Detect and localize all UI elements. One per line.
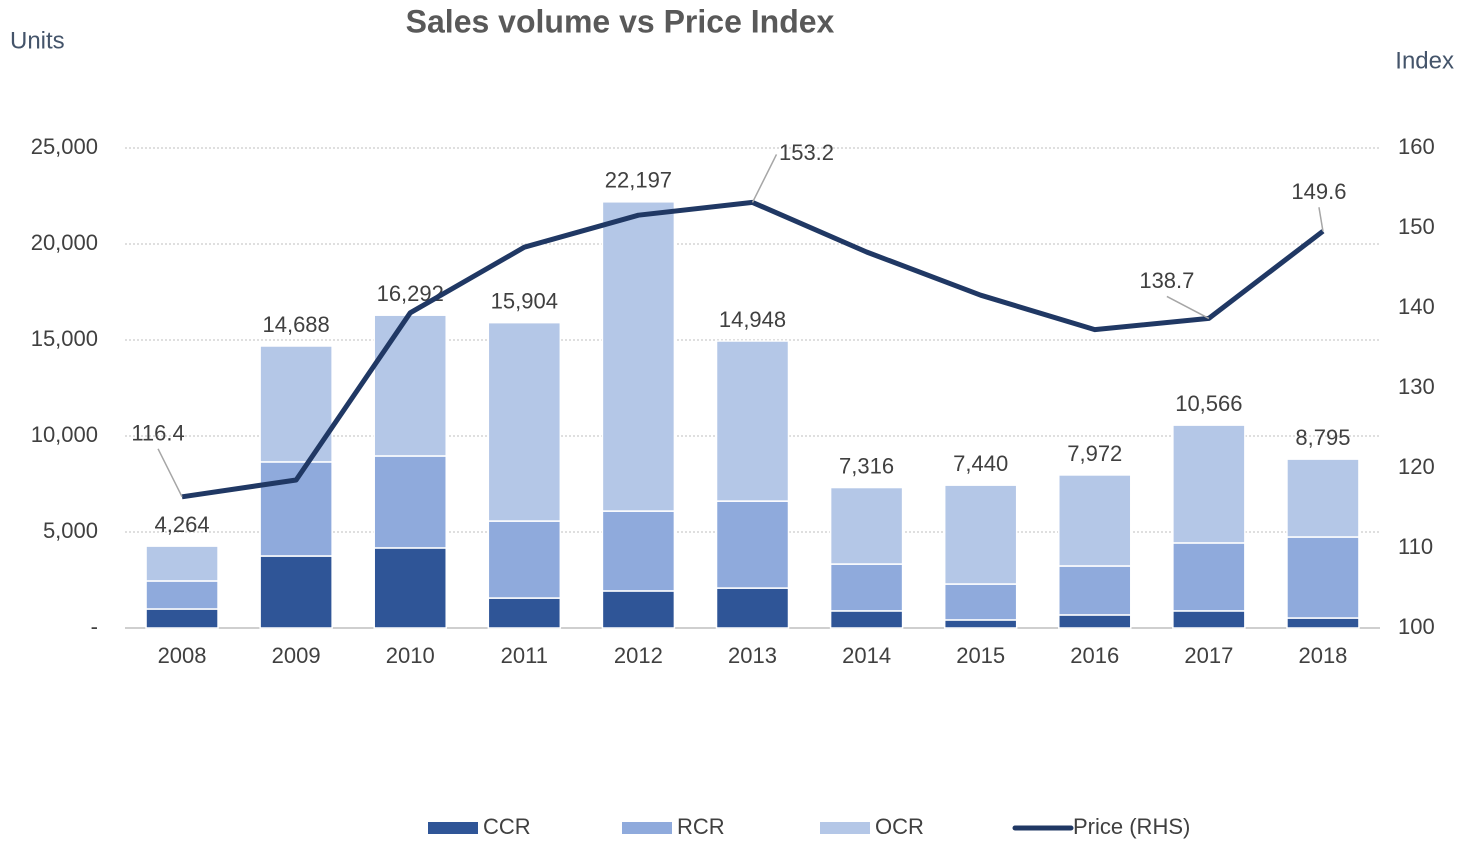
total-label: 7,316 (839, 453, 894, 478)
x-tick-label: 2014 (842, 643, 891, 668)
bar-segment (715, 500, 790, 589)
bar-segment (487, 597, 562, 629)
bar-segment (1286, 458, 1360, 538)
bar-segment (829, 486, 904, 565)
bar-segment (373, 455, 447, 549)
leader-line (1166, 295, 1210, 320)
y-tick-label: 20,000 (31, 230, 98, 255)
y2-tick-label: 100 (1398, 614, 1435, 639)
x-tick-label: 2015 (956, 643, 1005, 668)
y2-tick-label: 160 (1398, 134, 1435, 159)
y2-tick-label: 130 (1398, 374, 1435, 399)
x-tick-label: 2017 (1184, 643, 1233, 668)
legend-label: OCR (875, 814, 924, 839)
total-label: 7,440 (953, 451, 1008, 476)
bar-segment (1286, 617, 1360, 629)
legend-label: RCR (677, 814, 725, 839)
bar-segment (373, 314, 447, 457)
total-label: 15,904 (491, 288, 558, 313)
bar-segment (487, 321, 562, 522)
bar-segment (259, 555, 333, 629)
total-label: 4,264 (155, 512, 210, 537)
bar-segment (829, 610, 904, 629)
bar-segment (1058, 614, 1132, 629)
total-label: 8,795 (1295, 425, 1350, 450)
chart-title: Sales volume vs Price Index (406, 3, 835, 39)
total-label: 16,292 (377, 281, 444, 306)
total-label: 14,688 (262, 312, 329, 337)
x-tick-label: 2013 (728, 643, 777, 668)
bar-segment (1058, 474, 1132, 567)
total-label: 7,972 (1067, 441, 1122, 466)
legend-swatch (428, 822, 478, 834)
leader-line (1318, 207, 1324, 232)
bar-segment (829, 563, 904, 612)
legend-swatch (820, 822, 870, 834)
bar-segment (715, 340, 790, 502)
legend-label: Price (RHS) (1073, 814, 1190, 839)
bar-segment (601, 590, 676, 629)
bar-segment (601, 201, 676, 512)
bar-segment (943, 484, 1018, 585)
y-tick-label: 10,000 (31, 422, 98, 447)
leader-line (157, 448, 183, 498)
line-value-label: 153.2 (779, 140, 834, 165)
x-tick-label: 2018 (1298, 643, 1347, 668)
x-tick-label: 2012 (614, 643, 663, 668)
y2-tick-label: 120 (1398, 454, 1435, 479)
leader-line (751, 154, 778, 203)
legend-swatch (622, 822, 672, 834)
x-tick-label: 2011 (501, 643, 548, 668)
total-label: 22,197 (605, 168, 672, 193)
y-tick-label: 15,000 (31, 326, 98, 351)
bar-segment (1172, 424, 1246, 544)
bar-segment (1286, 536, 1360, 619)
y-tick-label: - (91, 614, 98, 639)
x-tick-label: 2010 (386, 643, 435, 668)
y2-tick-label: 150 (1398, 214, 1435, 239)
bar-segment (601, 510, 676, 592)
bar-segment (145, 608, 219, 629)
legend-label: CCR (483, 814, 531, 839)
bar-segment (1058, 565, 1132, 616)
x-tick-label: 2008 (158, 643, 207, 668)
y-tick-label: 25,000 (31, 134, 98, 159)
total-label: 10,566 (1175, 391, 1242, 416)
total-label: 14,948 (719, 307, 786, 332)
bar-segment (1172, 610, 1246, 629)
bar-segment (145, 545, 219, 582)
y2-tick-label: 140 (1398, 294, 1435, 319)
bar-segment (487, 520, 562, 599)
x-tick-label: 2009 (272, 643, 321, 668)
x-tick-label: 2016 (1070, 643, 1119, 668)
bar-segment (145, 580, 219, 610)
y2-axis-label: Index (1395, 47, 1454, 74)
bar-segment (715, 587, 790, 629)
bar-segment (943, 619, 1018, 629)
line-value-label: 149.6 (1291, 179, 1346, 204)
bar-segment (1172, 542, 1246, 612)
bar-segment (943, 583, 1018, 621)
line-value-label: 116.4 (131, 421, 184, 446)
bar-segment (373, 547, 447, 629)
line-value-label: 138.7 (1139, 268, 1194, 293)
y-tick-label: 5,000 (43, 518, 98, 543)
y2-tick-label: 110 (1398, 534, 1433, 559)
y-axis-label: Units (10, 27, 65, 54)
